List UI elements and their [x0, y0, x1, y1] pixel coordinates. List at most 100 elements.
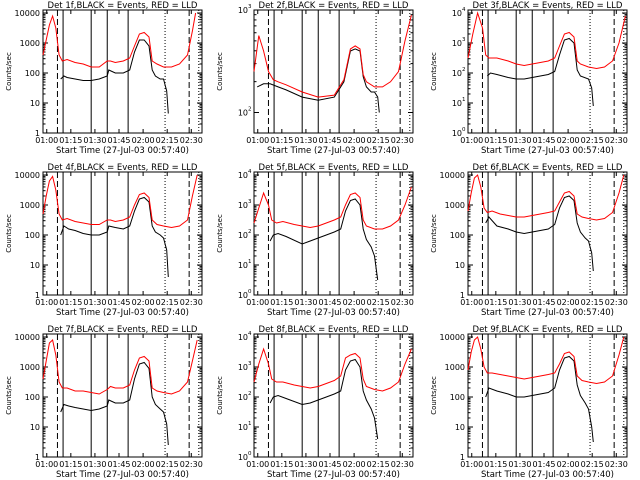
- x-tick-label: 02:15: [367, 460, 390, 469]
- x-tick-label: 02:15: [581, 460, 604, 469]
- panel-title: Det 9f,BLACK = Events, RED = LLD: [473, 325, 623, 335]
- series-lld-line: [253, 347, 412, 392]
- plot-frame: [42, 171, 203, 296]
- x-tick-label: 01:15: [484, 298, 507, 307]
- y-axis-label: Counts/sec: [430, 376, 438, 415]
- y-tick-exponent: 3: [248, 199, 252, 205]
- series-events-line: [60, 196, 169, 278]
- x-tick-label: 01:00: [246, 460, 269, 469]
- x-tick-label: 02:00: [343, 136, 366, 145]
- x-tick-label: 02:30: [605, 460, 628, 469]
- x-axis-label: Start Time (27-Jul-03 00:57:40): [481, 470, 614, 480]
- series-events-line: [269, 198, 379, 281]
- x-tick-label: 01:00: [460, 136, 483, 145]
- series-events-line: [60, 39, 169, 114]
- y-tick-exponent: 1: [248, 259, 252, 265]
- x-tick-label: 02:15: [156, 298, 179, 307]
- x-tick-label: 02:30: [605, 136, 628, 145]
- x-tick-label: 01:00: [246, 298, 269, 307]
- x-tick-label: 01:00: [35, 298, 58, 307]
- y-tick-exponent: 4: [462, 7, 466, 13]
- y-tick-label: 10: [455, 423, 465, 432]
- x-tick-label: 01:00: [460, 460, 483, 469]
- x-tick-label: 01:45: [107, 136, 130, 145]
- series-lld-line: [467, 11, 626, 70]
- x-tick-label: 02:00: [557, 298, 580, 307]
- y-axis-label: Counts/sec: [5, 376, 13, 415]
- y-tick-label: 10: [238, 171, 248, 180]
- y-tick-label: 10: [455, 261, 465, 270]
- y-tick-label: 1000: [20, 39, 40, 48]
- x-tick-label: 01:30: [83, 136, 106, 145]
- x-axis-label: Start Time (27-Jul-03 00:57:40): [56, 308, 189, 318]
- series-events-line: [60, 361, 169, 446]
- x-tick-label: 01:00: [35, 460, 58, 469]
- series-events-line: [486, 37, 594, 107]
- x-tick-label: 01:45: [318, 460, 341, 469]
- y-tick-label: 10: [238, 231, 248, 240]
- y-tick-exponent: 2: [248, 107, 252, 113]
- y-tick-label: 10: [30, 423, 40, 432]
- y-tick-exponent: 0: [248, 289, 252, 295]
- x-tick-label: 01:45: [107, 460, 130, 469]
- panel-det-8f: Det 8f,BLACK = Events, RED = LLD 01:00 01:…: [216, 325, 414, 480]
- panel-title: Det 6f,BLACK = Events, RED = LLD: [473, 163, 623, 173]
- x-tick-label: 01:30: [294, 136, 317, 145]
- y-tick-label: 10: [238, 109, 248, 118]
- plot-frame: [253, 333, 414, 458]
- y-tick-label: 100: [450, 231, 465, 240]
- x-tick-label: 01:45: [318, 136, 341, 145]
- plot-frame: [42, 9, 203, 134]
- y-axis-label: Counts/sec: [5, 52, 13, 91]
- plot-frame: [467, 333, 628, 458]
- y-tick-label: 100: [25, 393, 40, 402]
- y-tick-label: 10: [238, 261, 248, 270]
- y-tick-label: 1000: [20, 201, 40, 210]
- x-tick-label: 02:00: [557, 136, 580, 145]
- x-tick-label: 01:45: [532, 460, 555, 469]
- x-tick-label: 01:15: [270, 136, 293, 145]
- x-tick-label: 01:45: [107, 298, 130, 307]
- panel-title: Det 1f,BLACK = Events, RED = LLD: [48, 1, 198, 11]
- y-tick-exponent: 3: [462, 37, 466, 43]
- panel-title: Det 8f,BLACK = Events, RED = LLD: [259, 325, 409, 335]
- x-tick-label: 02:00: [343, 460, 366, 469]
- y-tick-label: 10000: [15, 333, 40, 342]
- x-tick-label: 02:00: [557, 460, 580, 469]
- x-tick-label: 02:15: [367, 298, 390, 307]
- panel-title: Det 2f,BLACK = Events, RED = LLD: [259, 1, 409, 11]
- x-tick-label: 02:30: [180, 136, 203, 145]
- y-tick-label: 100: [25, 69, 40, 78]
- x-tick-label: 02:00: [132, 298, 155, 307]
- y-tick-label: 10: [452, 9, 462, 18]
- plot-frame: [467, 9, 628, 134]
- x-tick-label: 02:15: [156, 136, 179, 145]
- y-tick-label: 10: [30, 261, 40, 270]
- x-tick-label: 01:00: [460, 298, 483, 307]
- x-tick-label: 01:15: [59, 460, 82, 469]
- series-events-line: [269, 358, 379, 440]
- series-lld-line: [42, 339, 198, 395]
- y-tick-label: 1: [460, 291, 465, 300]
- y-tick-label: 10: [238, 363, 248, 372]
- x-tick-label: 01:30: [83, 460, 106, 469]
- x-tick-label: 02:15: [581, 298, 604, 307]
- x-tick-label: 01:15: [484, 460, 507, 469]
- plot-frame: [253, 171, 414, 296]
- y-tick-label: 10000: [440, 171, 465, 180]
- series-lld-line: [253, 186, 412, 230]
- series-lld-line: [467, 336, 625, 385]
- y-tick-exponent: 3: [248, 4, 252, 10]
- y-axis-label: Counts/sec: [430, 52, 438, 91]
- y-tick-exponent: 1: [248, 421, 252, 427]
- y-tick-label: 1: [35, 453, 40, 462]
- y-tick-exponent: 4: [248, 169, 252, 175]
- x-tick-label: 02:30: [391, 298, 414, 307]
- y-tick-label: 1000: [445, 363, 465, 372]
- series-lld-line: [42, 174, 198, 229]
